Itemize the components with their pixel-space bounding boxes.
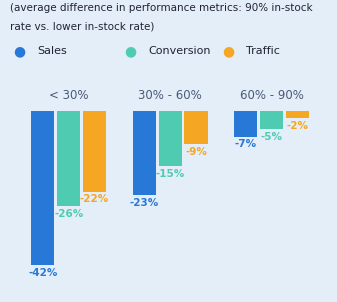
Text: Traffic: Traffic bbox=[246, 46, 280, 56]
Text: 60% - 90%: 60% - 90% bbox=[240, 89, 304, 102]
Text: -2%: -2% bbox=[286, 121, 308, 131]
Text: ●: ● bbox=[222, 44, 235, 58]
Text: -26%: -26% bbox=[54, 209, 84, 219]
Text: -9%: -9% bbox=[185, 147, 207, 157]
Bar bbox=[159, 111, 182, 166]
Text: ●: ● bbox=[125, 44, 137, 58]
Text: -22%: -22% bbox=[80, 194, 109, 204]
Text: -42%: -42% bbox=[28, 268, 58, 278]
Text: Sales: Sales bbox=[37, 46, 67, 56]
Text: 30% - 60%: 30% - 60% bbox=[138, 89, 202, 102]
Text: < 30%: < 30% bbox=[49, 89, 89, 102]
Text: -23%: -23% bbox=[130, 198, 159, 208]
Text: (average difference in performance metrics: 90% in-stock: (average difference in performance metri… bbox=[10, 3, 313, 13]
Bar bbox=[57, 111, 80, 206]
Bar bbox=[286, 111, 309, 118]
Text: Conversion: Conversion bbox=[148, 46, 211, 56]
Text: ●: ● bbox=[13, 44, 26, 58]
Text: -15%: -15% bbox=[156, 169, 185, 179]
Text: -5%: -5% bbox=[261, 132, 283, 142]
Bar bbox=[31, 111, 55, 265]
Bar bbox=[260, 111, 283, 129]
Bar bbox=[184, 111, 208, 144]
Bar bbox=[234, 111, 257, 137]
Text: rate vs. lower in-stock rate): rate vs. lower in-stock rate) bbox=[10, 21, 154, 31]
Bar bbox=[133, 111, 156, 195]
Bar bbox=[83, 111, 106, 191]
Text: -7%: -7% bbox=[235, 140, 257, 149]
